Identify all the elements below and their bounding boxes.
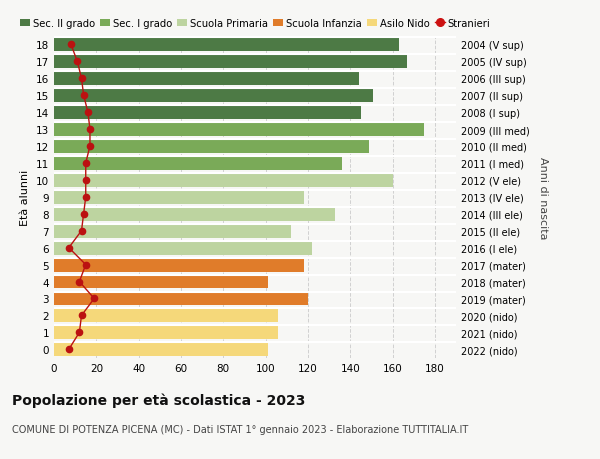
Bar [54,275,268,289]
Bar [54,106,361,120]
Bar [54,123,424,137]
Bar [54,174,392,187]
Bar [54,207,335,221]
Bar [54,55,407,69]
Bar [54,342,268,357]
Bar [54,258,304,272]
Bar [54,89,373,103]
Legend: Sec. II grado, Sec. I grado, Scuola Primaria, Scuola Infanzia, Asilo Nido, Stran: Sec. II grado, Sec. I grado, Scuola Prim… [20,18,490,28]
Bar [54,309,278,323]
Y-axis label: Anni di nascita: Anni di nascita [538,156,548,239]
Bar [54,190,304,204]
Text: Popolazione per età scolastica - 2023: Popolazione per età scolastica - 2023 [12,392,305,407]
Y-axis label: Età alunni: Età alunni [20,169,31,225]
Bar [54,292,308,306]
Bar [54,157,342,170]
Text: COMUNE DI POTENZA PICENA (MC) - Dati ISTAT 1° gennaio 2023 - Elaborazione TUTTIT: COMUNE DI POTENZA PICENA (MC) - Dati IST… [12,425,468,435]
Bar [54,326,278,340]
Bar [54,224,291,238]
Bar [54,241,312,255]
Bar [54,140,369,154]
Bar [54,72,359,86]
Bar [54,38,399,52]
